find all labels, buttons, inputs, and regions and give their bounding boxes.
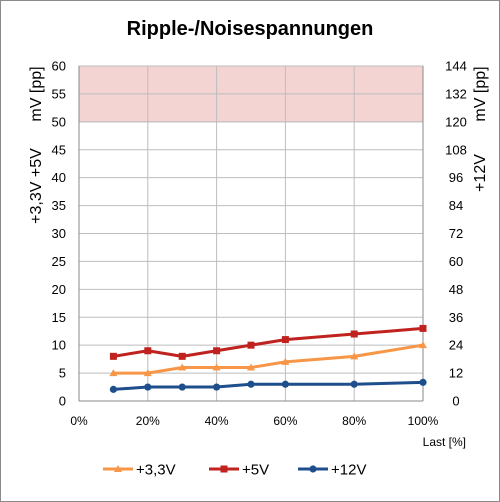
data-point <box>247 341 255 349</box>
left-tick-label: 25 <box>52 254 66 269</box>
series-12V <box>109 378 427 393</box>
left-tick-label: 15 <box>52 310 66 325</box>
series-5V <box>109 324 427 360</box>
data-point <box>419 324 427 332</box>
series-line <box>113 326 424 358</box>
data-point <box>178 363 187 371</box>
right-tick-label: 108 <box>445 142 467 157</box>
left-tick-label: 10 <box>52 338 66 353</box>
data-point <box>143 369 152 377</box>
right-tick-label: 132 <box>445 86 467 101</box>
legend-label: +12V <box>331 462 366 479</box>
data-point <box>350 330 358 338</box>
data-point <box>144 347 152 355</box>
series-33V <box>109 341 427 377</box>
left-tick-label: 40 <box>52 170 66 185</box>
right-axis-label-unit: mV [pp] <box>472 66 489 121</box>
series-line <box>113 380 424 391</box>
left-tick-label: 35 <box>52 198 66 213</box>
left-tick-label: 50 <box>52 114 66 129</box>
left-tick-label: 45 <box>52 142 66 157</box>
left-tick-label: 30 <box>52 226 66 241</box>
legend-item: +5V <box>209 462 269 479</box>
right-tick-label: 96 <box>449 170 463 185</box>
data-point <box>247 380 255 388</box>
data-point <box>178 352 186 360</box>
chart-title: Ripple-/Noisespannungen <box>127 18 374 40</box>
data-point <box>419 378 427 386</box>
right-tick-label: 120 <box>445 114 467 129</box>
right-axis-label-rail: +12V <box>472 154 489 192</box>
legend-label: +5V <box>242 462 269 479</box>
data-point <box>212 363 221 371</box>
series-group <box>109 324 427 393</box>
x-tick-label: 20% <box>136 414 160 428</box>
x-tick-label: 60% <box>273 414 297 428</box>
x-tick-labels: 0% 20% 40% 60% 80% 100% <box>70 414 438 428</box>
legend-label: +3,3V <box>136 462 176 479</box>
left-tick-label: 60 <box>52 59 66 74</box>
left-tick-label: 5 <box>59 366 66 381</box>
right-tick-label: 0 <box>452 394 459 409</box>
legend-item: +3,3V <box>103 462 176 479</box>
x-tick-label: 0% <box>70 414 88 428</box>
data-point <box>419 341 427 349</box>
series-line <box>113 343 424 375</box>
left-tick-label: 20 <box>52 282 66 297</box>
data-point <box>144 383 152 391</box>
left-axis-label-unit: mV [pp] <box>28 66 45 121</box>
right-tick-label: 72 <box>449 226 463 241</box>
data-point <box>213 383 221 391</box>
right-tick-label: 24 <box>449 338 463 353</box>
legend-item: +12V <box>298 462 366 479</box>
right-tick-labels: 0 12 24 36 48 60 72 84 96 108 120 132 144 <box>445 59 467 409</box>
right-tick-label: 84 <box>449 198 463 213</box>
data-point <box>178 383 186 391</box>
x-tick-label: 40% <box>205 414 229 428</box>
legend-marker <box>309 465 317 473</box>
data-point <box>109 369 118 377</box>
data-point <box>213 347 221 355</box>
x-axis-label: Last [%] <box>423 435 466 449</box>
right-tick-label: 60 <box>449 254 463 269</box>
legend-marker <box>220 465 228 473</box>
data-point <box>350 380 358 388</box>
x-tick-label: 100% <box>408 414 439 428</box>
data-point <box>350 352 359 360</box>
right-tick-label: 144 <box>445 59 467 74</box>
left-tick-label: 55 <box>52 86 66 101</box>
right-tick-label: 36 <box>449 310 463 325</box>
data-point <box>281 336 289 344</box>
left-tick-labels: 0 5 10 15 20 25 30 35 40 45 50 55 60 <box>52 59 66 409</box>
data-point <box>109 352 117 360</box>
legend: +3,3V +5V +12V <box>103 462 366 479</box>
right-tick-label: 12 <box>449 366 463 381</box>
data-point <box>281 357 290 365</box>
data-point <box>281 380 289 388</box>
legend-marker <box>114 465 122 472</box>
data-point <box>109 385 117 393</box>
x-tick-label: 80% <box>342 414 366 428</box>
right-tick-label: 48 <box>449 282 463 297</box>
left-tick-label: 0 <box>59 394 66 409</box>
data-point <box>247 363 255 371</box>
left-axis-label-rails: +3,3V +5V <box>28 148 45 224</box>
